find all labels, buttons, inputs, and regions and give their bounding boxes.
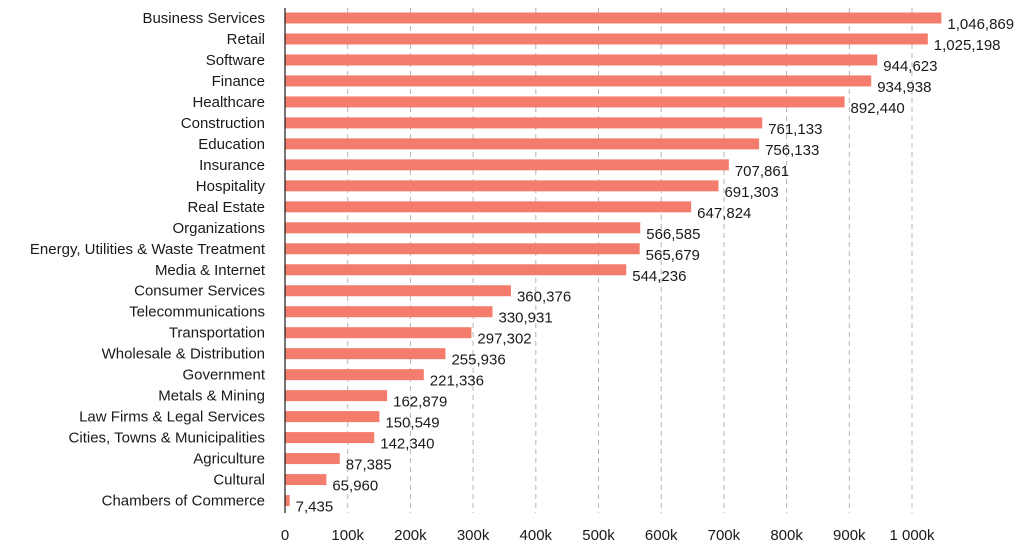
bar <box>285 222 641 234</box>
bar <box>285 243 640 255</box>
bar <box>285 33 928 45</box>
category-label: Healthcare <box>192 94 265 111</box>
category-label: Consumer Services <box>134 283 265 300</box>
value-label: 150,549 <box>385 415 439 432</box>
value-label: 1,025,198 <box>934 37 1001 54</box>
value-label: 142,340 <box>380 436 434 453</box>
x-tick-label: 200k <box>394 527 427 544</box>
value-label: 330,931 <box>498 310 552 327</box>
category-label: Agriculture <box>193 451 265 468</box>
bar <box>285 390 388 402</box>
category-label: Metals & Mining <box>158 388 265 405</box>
value-label: 691,303 <box>724 184 778 201</box>
category-label: Hospitality <box>196 178 266 195</box>
x-tick-label: 900k <box>833 527 866 544</box>
x-tick-label: 1 000k <box>889 527 935 544</box>
x-tick-label: 0 <box>281 527 289 544</box>
value-label: 707,861 <box>735 163 789 180</box>
value-label: 65,960 <box>332 478 378 495</box>
category-label: Organizations <box>172 220 265 237</box>
bar <box>285 159 729 171</box>
bar <box>285 180 719 192</box>
category-label: Wholesale & Distribution <box>102 346 265 363</box>
x-tick-label: 700k <box>708 527 741 544</box>
category-label: Government <box>182 367 265 384</box>
category-label: Media & Internet <box>155 262 266 279</box>
bar <box>285 369 424 381</box>
value-label: 761,133 <box>768 121 822 138</box>
value-label: 7,435 <box>296 499 334 516</box>
bar <box>285 201 692 213</box>
value-label: 944,623 <box>883 58 937 75</box>
value-label: 162,879 <box>393 394 447 411</box>
value-label: 544,236 <box>632 268 686 285</box>
value-label: 221,336 <box>430 373 484 390</box>
bar <box>285 264 627 276</box>
value-label: 892,440 <box>851 100 905 117</box>
category-label: Construction <box>181 115 265 132</box>
value-label: 87,385 <box>346 457 392 474</box>
value-label: 1,046,869 <box>947 16 1014 33</box>
value-label: 566,585 <box>646 226 700 243</box>
category-labels: Business Services Retail Software Finance He… <box>30 10 266 510</box>
bar <box>285 96 845 108</box>
gridlines <box>347 8 913 513</box>
x-tick-label: 500k <box>582 527 615 544</box>
x-axis-tick-labels: 0 100k 200k 300k 400k 500k 600k 700k 800k 900k 1 0… <box>281 527 935 544</box>
bar <box>285 54 878 66</box>
value-label: 565,679 <box>646 247 700 264</box>
value-label: 360,376 <box>517 289 571 306</box>
category-label: Insurance <box>199 157 265 174</box>
value-label: 647,824 <box>697 205 751 222</box>
category-label: Transportation <box>169 325 265 342</box>
bar <box>285 306 493 318</box>
value-labels: 1,046,869 1,025,198 944,623 934,938 892,440 7… <box>296 16 1014 516</box>
bar <box>285 12 942 24</box>
bar <box>285 138 760 150</box>
category-label: Chambers of Commerce <box>102 493 265 510</box>
x-tick-label: 400k <box>520 527 553 544</box>
bar <box>285 432 375 444</box>
value-label: 934,938 <box>877 79 931 96</box>
category-label: Law Firms & Legal Services <box>79 409 265 426</box>
x-tick-label: 100k <box>331 527 364 544</box>
bar <box>285 327 472 339</box>
x-tick-label: 800k <box>770 527 803 544</box>
bar <box>285 495 290 507</box>
category-label: Education <box>198 136 265 153</box>
category-label: Software <box>206 52 265 69</box>
category-label: Business Services <box>142 10 265 27</box>
category-label: Finance <box>212 73 265 90</box>
x-tick-label: 300k <box>457 527 490 544</box>
bar <box>285 411 380 423</box>
bar <box>285 117 763 129</box>
bar <box>285 75 872 87</box>
value-label: 255,936 <box>451 352 505 369</box>
value-label: 297,302 <box>477 331 531 348</box>
bar <box>285 453 340 465</box>
bar <box>285 474 327 486</box>
category-label: Cultural <box>213 472 265 489</box>
bars <box>285 12 942 507</box>
category-label: Telecommunications <box>129 304 265 321</box>
category-label: Cities, Towns & Municipalities <box>69 430 265 447</box>
category-label: Retail <box>227 31 265 48</box>
category-label: Real Estate <box>187 199 265 216</box>
category-label: Energy, Utilities & Waste Treatment <box>30 241 266 258</box>
bar <box>285 285 511 297</box>
bar <box>285 348 446 360</box>
value-label: 756,133 <box>765 142 819 159</box>
x-tick-label: 600k <box>645 527 678 544</box>
